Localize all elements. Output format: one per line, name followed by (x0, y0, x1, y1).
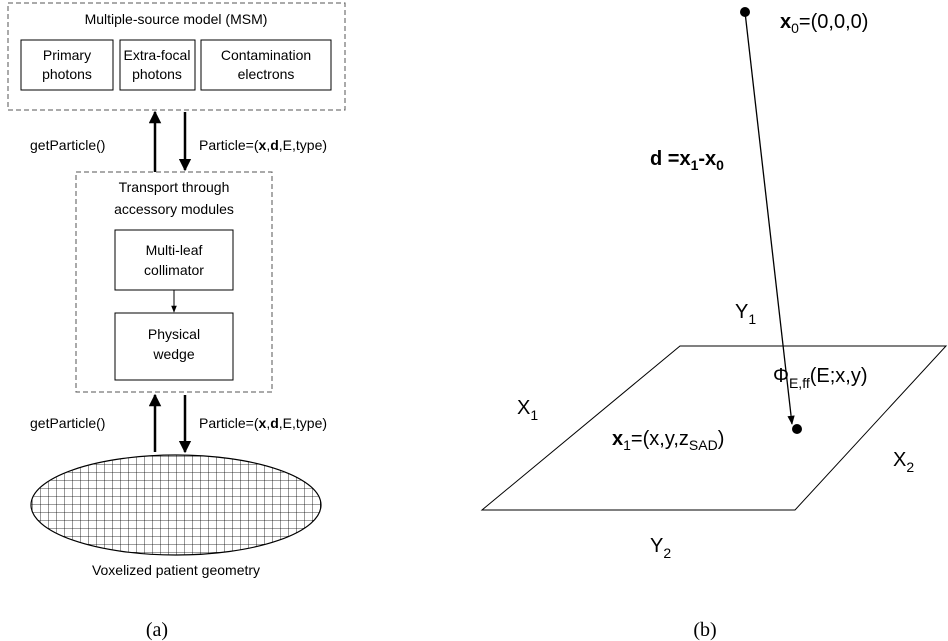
direction-arrow (745, 12, 792, 424)
text-part: x (259, 415, 267, 431)
text-part: x (259, 137, 267, 153)
x2-label: X2 (893, 449, 914, 475)
transport-title: Transport through (119, 179, 230, 195)
text-part: ,E,type) (279, 415, 327, 431)
source-label: photons (132, 66, 182, 82)
page: {"panel_a": { "msm": {"title": "Multiple… (0, 0, 948, 641)
x0-label: x0=(0,0,0) (780, 11, 868, 36)
source-label: Extra-focal (124, 47, 191, 63)
particle-label: Particle=(x,d,E,type) (199, 137, 327, 153)
text-part: 2 (906, 459, 914, 475)
source-label: photons (42, 66, 92, 82)
wedge-label: Physical (148, 326, 200, 342)
field-point (792, 424, 802, 434)
transport-title: accessory modules (114, 201, 234, 217)
figure: Multiple-source model (MSM) Primary phot… (0, 0, 948, 641)
text-part: Y (650, 535, 663, 557)
mlc-box (115, 230, 233, 290)
text-part: E,ff (789, 375, 810, 391)
text-part: -x (698, 148, 716, 170)
get-particle-label: getParticle() (30, 137, 105, 153)
source-label: Contamination (221, 47, 311, 63)
text-part: 2 (663, 545, 671, 561)
wedge-label: wedge (152, 346, 194, 362)
d-label: d =x1-x0 (650, 148, 724, 173)
text-part: X (517, 397, 530, 419)
particle-label: Particle=(x,d,E,type) (199, 415, 327, 431)
text-part: 1 (530, 407, 538, 423)
x1-axis-label: X1 (517, 397, 538, 423)
caption: (b) (693, 619, 716, 641)
y1-label: Y1 (735, 301, 756, 327)
x1-label: x1=(x,y,zSAD) (612, 428, 724, 453)
source-label: Primary (43, 47, 91, 63)
text-part: Particle=( (199, 415, 259, 431)
msm-title: Multiple-source model (MSM) (85, 11, 268, 27)
text-part: d (650, 148, 662, 170)
text-part: =x (662, 148, 690, 170)
text-part: SAD (689, 437, 718, 453)
panel-a: Multiple-source model (MSM) Primary phot… (8, 3, 345, 641)
text-part: Particle=( (199, 137, 259, 153)
mlc-label: collimator (144, 262, 204, 278)
text-part: ) (718, 428, 725, 450)
body: Multiple-source model (MSM) Primary phot… (0, 0, 948, 641)
text-part: X (893, 449, 906, 471)
text-part: Φ (773, 365, 789, 387)
text-part: =(x,y,z (631, 428, 689, 450)
field-plane (482, 346, 946, 510)
text-part: x (780, 11, 791, 33)
mlc-label: Multi-leaf (146, 242, 203, 258)
text-part: 1 (623, 437, 631, 453)
text-part: 1 (748, 311, 756, 327)
text-part: ,E,type) (279, 137, 327, 153)
patient-label: Voxelized patient geometry (92, 562, 260, 578)
text-part: d (270, 415, 279, 431)
text-part: 0 (791, 20, 799, 36)
source-label: electrons (238, 66, 295, 82)
caption: (a) (146, 619, 168, 641)
text-part: 1 (691, 157, 699, 173)
panel-b: x0=(0,0,0) d =x1-x0 Y1 ΦE,ff(E;x,y) X1 x… (482, 7, 946, 641)
text-part: =(0,0,0) (799, 11, 868, 33)
text-part: d (270, 137, 279, 153)
text-part: 0 (716, 157, 724, 173)
text-part: Y (735, 301, 748, 323)
text-part: x (612, 428, 623, 450)
get-particle-label: getParticle() (30, 415, 105, 431)
y2-label: Y2 (650, 535, 671, 561)
text-part: (E;x,y) (810, 365, 868, 387)
